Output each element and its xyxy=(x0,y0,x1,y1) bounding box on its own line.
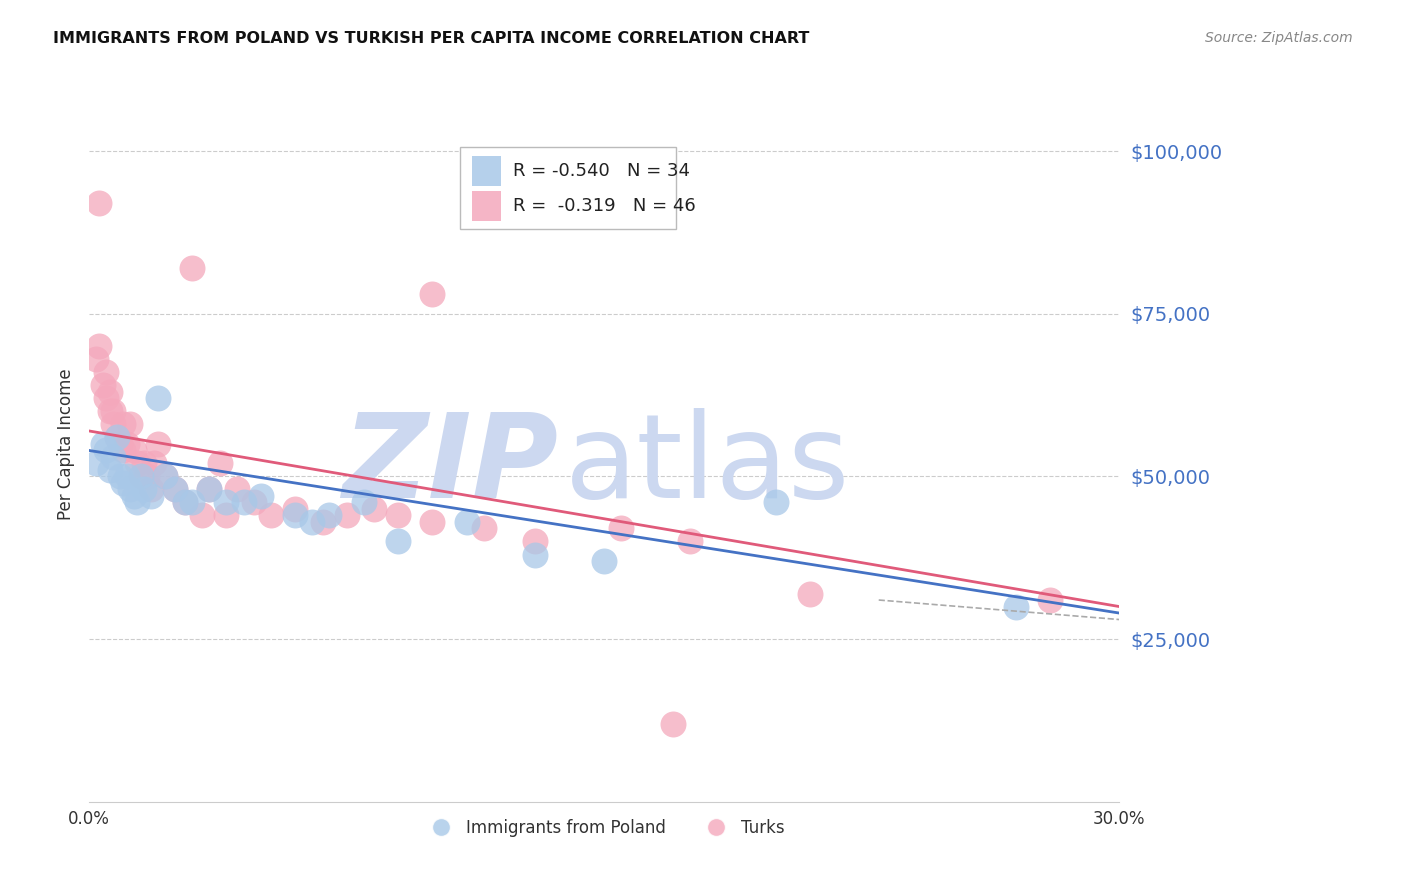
Point xyxy=(593,554,616,568)
Legend: Immigrants from Poland, Turks: Immigrants from Poland, Turks xyxy=(418,812,790,843)
Point xyxy=(215,508,238,523)
Point xyxy=(472,521,495,535)
Y-axis label: Per Capita Income: Per Capita Income xyxy=(58,368,75,520)
Point xyxy=(91,378,114,392)
Point xyxy=(311,515,333,529)
Point xyxy=(225,483,247,497)
Point xyxy=(153,469,176,483)
Point xyxy=(422,287,444,301)
Point xyxy=(105,430,128,444)
Point xyxy=(129,469,152,483)
Point xyxy=(661,716,683,731)
Point xyxy=(191,508,214,523)
Point xyxy=(127,457,149,471)
Text: atlas: atlas xyxy=(565,408,851,523)
Point xyxy=(98,384,121,399)
Point xyxy=(120,483,142,497)
Point xyxy=(143,457,166,471)
Point xyxy=(387,534,409,549)
Point xyxy=(524,534,547,549)
Point xyxy=(96,443,118,458)
Point xyxy=(353,495,375,509)
Point xyxy=(112,417,135,432)
FancyBboxPatch shape xyxy=(472,156,501,186)
Point xyxy=(335,508,357,523)
Point xyxy=(127,495,149,509)
Point xyxy=(122,443,145,458)
Point xyxy=(122,489,145,503)
Point xyxy=(108,469,131,483)
Point xyxy=(679,534,702,549)
Text: R = -0.540   N = 34: R = -0.540 N = 34 xyxy=(513,162,690,180)
Point xyxy=(101,450,124,464)
Point xyxy=(163,483,186,497)
Point xyxy=(387,508,409,523)
Point xyxy=(146,437,169,451)
Point xyxy=(249,489,271,503)
Point xyxy=(181,261,204,276)
Point xyxy=(129,469,152,483)
Point xyxy=(198,483,221,497)
Text: Source: ZipAtlas.com: Source: ZipAtlas.com xyxy=(1205,31,1353,45)
Point xyxy=(112,443,135,458)
Point xyxy=(108,437,131,451)
Point xyxy=(84,457,107,471)
FancyBboxPatch shape xyxy=(472,191,501,221)
Point xyxy=(139,483,162,497)
Text: R =  -0.319   N = 46: R = -0.319 N = 46 xyxy=(513,197,696,215)
Point xyxy=(799,586,821,600)
Point xyxy=(89,196,111,211)
Point xyxy=(284,502,307,516)
Point xyxy=(120,417,142,432)
Text: IMMIGRANTS FROM POLAND VS TURKISH PER CAPITA INCOME CORRELATION CHART: IMMIGRANTS FROM POLAND VS TURKISH PER CA… xyxy=(53,31,810,46)
Point xyxy=(198,483,221,497)
Point xyxy=(98,404,121,418)
Point xyxy=(112,475,135,490)
Point xyxy=(163,483,186,497)
Point xyxy=(91,437,114,451)
Point xyxy=(153,469,176,483)
Point xyxy=(96,392,118,406)
Point xyxy=(174,495,197,509)
Point xyxy=(208,457,231,471)
Point xyxy=(363,502,385,516)
Point xyxy=(765,495,787,509)
Point xyxy=(115,437,138,451)
Point xyxy=(610,521,633,535)
Point xyxy=(318,508,340,523)
Point xyxy=(422,515,444,529)
Point xyxy=(89,339,111,353)
Point xyxy=(456,515,478,529)
Point xyxy=(139,489,162,503)
Point xyxy=(524,548,547,562)
Point xyxy=(243,495,266,509)
Point xyxy=(1005,599,1028,614)
Point xyxy=(101,417,124,432)
FancyBboxPatch shape xyxy=(460,147,676,229)
Text: ZIP: ZIP xyxy=(342,408,558,523)
Point xyxy=(146,392,169,406)
Point xyxy=(132,457,155,471)
Point xyxy=(136,469,159,483)
Point xyxy=(98,463,121,477)
Point xyxy=(1039,593,1062,607)
Point xyxy=(215,495,238,509)
Point xyxy=(284,508,307,523)
Point xyxy=(232,495,254,509)
Point xyxy=(84,352,107,367)
Point xyxy=(301,515,323,529)
Point xyxy=(115,469,138,483)
Point xyxy=(181,495,204,509)
Point xyxy=(174,495,197,509)
Point xyxy=(260,508,283,523)
Point xyxy=(132,483,155,497)
Point xyxy=(105,430,128,444)
Point xyxy=(96,366,118,380)
Point xyxy=(101,404,124,418)
